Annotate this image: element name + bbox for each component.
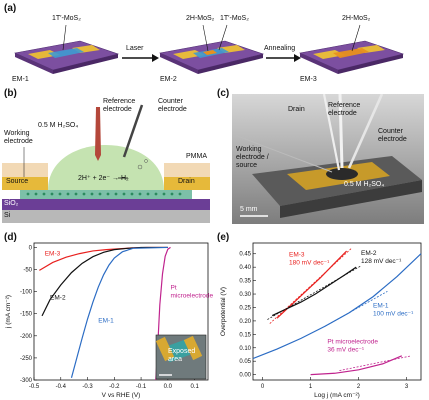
- series-line-em-2: [271, 266, 357, 317]
- series-label-em-2: EM-2: [50, 295, 66, 302]
- working-electrode-label: Working electrode: [4, 130, 33, 145]
- panel-e-label: (e): [217, 232, 230, 243]
- panel-b-schematic: [2, 104, 210, 223]
- x-tick-label: -0.1: [136, 384, 147, 390]
- plot-frame: [252, 242, 422, 381]
- series-line-em-1: [70, 246, 168, 378]
- electrolyte-label: 0.5 M H₂SO₄: [38, 122, 79, 129]
- y-tick-label: 0: [29, 245, 33, 251]
- series-line-pt-microelectrode: [310, 355, 403, 376]
- y-tick-label: 0.15: [239, 332, 251, 338]
- x-tick-label: 2: [357, 384, 361, 390]
- em1-name: EM-1: [12, 76, 29, 83]
- y-tick-label: -100: [20, 290, 33, 296]
- fit-line-3: [339, 355, 412, 371]
- plot-frame: [33, 242, 209, 381]
- photo-scale-label: 5 mm: [240, 206, 258, 213]
- reaction-label: 2H⁺ + 2e⁻ → H₂: [78, 175, 129, 182]
- x-tick-label: -0.2: [109, 384, 120, 390]
- em1-flake-label: 1T′-MoS₂: [52, 15, 81, 22]
- y-tick-label: -50: [23, 268, 32, 274]
- photo-reference-label: Reference electrode: [328, 102, 361, 117]
- y-tick-label: -250: [20, 356, 33, 362]
- photo-drain-label: Drain: [288, 106, 305, 113]
- em2-flake-left-label: 2H-MoS₂: [186, 15, 215, 22]
- inset-electrode-right: [183, 335, 203, 361]
- y-tick-label: 0.20: [239, 319, 251, 325]
- device-em2: [158, 40, 265, 74]
- panel-a-label: (a): [4, 3, 17, 14]
- photo-counter-label: Counter electrode: [378, 128, 407, 143]
- y-tick-label: 0.10: [239, 346, 251, 352]
- panel-b-label: (b): [4, 88, 17, 99]
- series-label-em-1: EM-1: [98, 318, 114, 325]
- chart-e-tafel: 0 1 2 3 0.00 0.05 0.10 0.15 0.20 0.25 0.30 0.35 0.40…: [220, 242, 422, 399]
- series-line-em-2: [41, 246, 168, 317]
- em2-name: EM-2: [160, 76, 177, 83]
- em3-name: EM-3: [300, 76, 317, 83]
- device-em3: [298, 40, 405, 74]
- series-label-em-3: EM-3: [45, 250, 61, 257]
- device-em1: [13, 40, 120, 74]
- x-axis-label: Log j (mA cm⁻²): [314, 392, 360, 399]
- x-tick-label: 3: [405, 384, 409, 390]
- annealing-label: Annealing: [264, 45, 296, 52]
- y-tick-label: -200: [20, 334, 33, 340]
- photo-working-label: Working electrode / source: [236, 146, 269, 169]
- y-tick-label: -150: [20, 312, 33, 318]
- em2-flake-right-label: 1T′-MoS₂: [220, 15, 249, 22]
- counter-electrode-label: Counter electrode: [158, 98, 187, 113]
- y-tick-label: 0.40: [239, 265, 251, 271]
- y-tick-label: 0.30: [239, 292, 251, 298]
- series-line-em-1: [252, 253, 422, 360]
- photo-electrolyte-label: 0.5 M H₂SO₄: [344, 181, 385, 188]
- em3-flake-label: 2H-MoS₂: [342, 15, 371, 22]
- x-tick-label: -0.4: [56, 384, 67, 390]
- fit-line-0: [269, 248, 352, 324]
- panel-c-photo: [232, 94, 424, 224]
- y-tick-label: 0.25: [239, 305, 251, 311]
- inset-exposed-label: Exposed area: [168, 348, 196, 363]
- x-tick-label: -0.3: [82, 384, 93, 390]
- series-label-em-1: EM-1 100 mV dec⁻¹: [373, 302, 414, 317]
- x-tick-label: 1: [309, 384, 313, 390]
- y-tick-label: 0.45: [239, 252, 251, 258]
- pmma-label: PMMA: [186, 153, 207, 160]
- series-label-em-2: EM-2 128 mV dec⁻¹: [361, 250, 402, 265]
- x-tick-label: 0.1: [190, 384, 199, 390]
- fit-line-2: [324, 291, 388, 327]
- fit-line-1: [267, 265, 362, 320]
- panel-d-label: (d): [4, 232, 17, 243]
- sio2-label: SiO₂: [4, 200, 19, 207]
- series-label-em-3: EM-3 180 mV dec⁻¹: [289, 251, 330, 266]
- y-tick-label: -300: [20, 378, 33, 384]
- y-tick-label: 0.00: [239, 373, 251, 379]
- panel-c-label: (c): [217, 88, 230, 99]
- inset-electrode-left: [155, 336, 175, 362]
- chart-d-polarization: -0.5 -0.4 -0.3 -0.2 -0.1 0.0 0.1 0 -50 -100 -150 -2…: [5, 242, 214, 399]
- reference-electrode-label: Reference electrode: [103, 98, 136, 113]
- series-label-pt: Pt microelectrode: [171, 284, 214, 299]
- series-label-pt-microelectrode: Pt microelectrode 36 mV dec⁻¹: [327, 339, 378, 354]
- x-tick-label: 0: [261, 384, 265, 390]
- y-axis-label: j (mA cm⁻²): [5, 295, 12, 329]
- si-label: Si: [4, 212, 11, 219]
- y-tick-label: 0.05: [239, 359, 251, 365]
- y-tick-label: 0.35: [239, 279, 251, 285]
- panel-a-devices: [13, 24, 405, 74]
- x-tick-label: 0.0: [164, 384, 173, 390]
- x-tick-label: -0.5: [29, 384, 40, 390]
- drain-label: Drain: [178, 178, 195, 185]
- source-label: Source: [6, 178, 29, 185]
- y-axis-label: Overpotential (V): [220, 287, 227, 336]
- x-axis-label: V vs RHE (V): [102, 392, 141, 399]
- laser-label: Laser: [126, 45, 144, 52]
